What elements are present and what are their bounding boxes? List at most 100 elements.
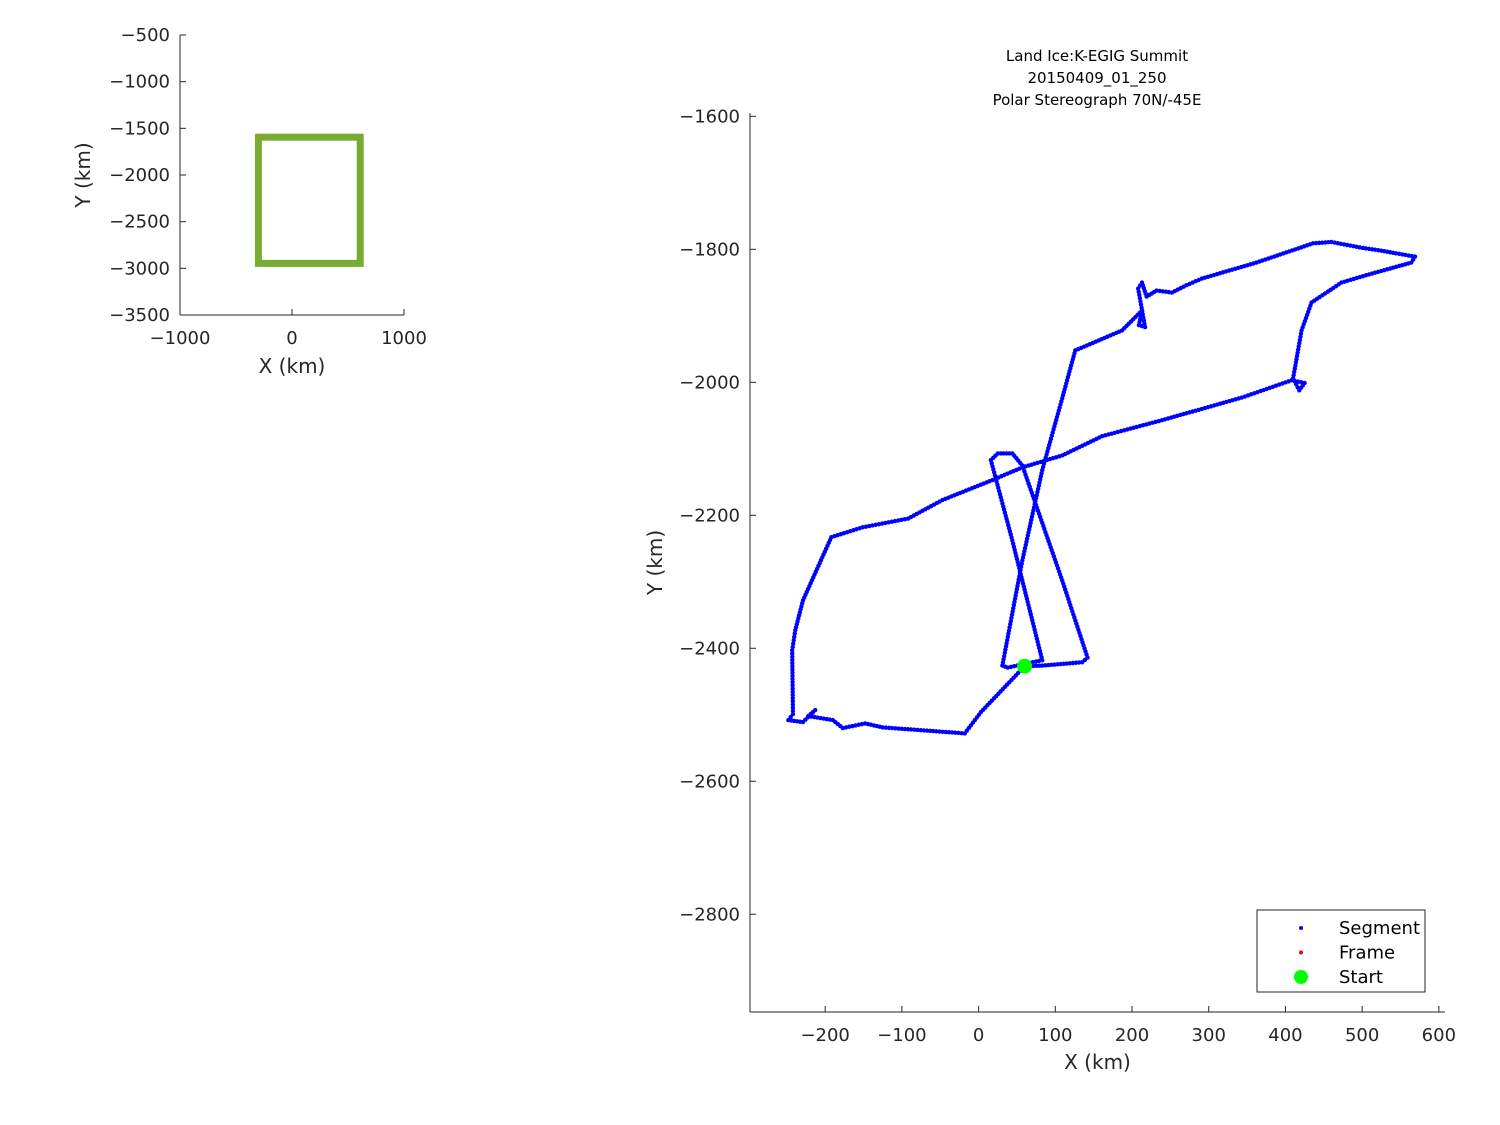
segment-point <box>790 695 795 701</box>
segment-point <box>905 727 911 732</box>
x-tick-label: 0 <box>286 328 297 349</box>
x-tick-label: −1000 <box>150 328 211 349</box>
segment-point <box>790 699 796 704</box>
segment-point <box>949 730 955 735</box>
y-tick-label: −1500 <box>109 118 170 139</box>
title-line: Land Ice:K-EGIG Summit <box>1006 47 1188 65</box>
y-tick-label: −2800 <box>679 904 740 925</box>
segment-point <box>962 731 967 736</box>
segment-point <box>790 654 795 659</box>
segment-point <box>956 730 961 736</box>
segment-series <box>786 239 1418 736</box>
segment-point <box>924 728 930 733</box>
y-tick-label: −2200 <box>679 505 740 526</box>
y-tick-label: −2000 <box>109 165 170 186</box>
y-tick-label: −500 <box>121 25 170 46</box>
legend: Segment Frame Start <box>1256 909 1426 993</box>
legend-label: Frame <box>1339 943 1395 964</box>
legend-marker-frame <box>1299 950 1303 955</box>
x-axis-label: X (km) <box>259 354 326 378</box>
segment-point <box>886 725 892 731</box>
y-tick-label: −2400 <box>679 638 740 659</box>
segment-point <box>940 729 945 734</box>
segment-point <box>790 644 795 650</box>
x-tick-label: 500 <box>1345 1025 1379 1046</box>
y-tick-label: −2500 <box>109 212 170 233</box>
x-tick-label: 1000 <box>381 328 427 349</box>
segment-point <box>790 708 796 714</box>
legend-box <box>1256 909 1426 993</box>
segment-point <box>786 717 791 723</box>
y-tick-label: −3000 <box>109 258 170 279</box>
x-tick-label: 200 <box>1115 1025 1149 1046</box>
segment-point <box>788 714 793 720</box>
y-tick-label: −3500 <box>109 305 170 326</box>
segment-point <box>790 711 796 717</box>
segment-point <box>883 725 889 730</box>
x-tick-label: 0 <box>973 1025 984 1046</box>
segment-point <box>790 692 795 698</box>
segment-point <box>790 660 795 666</box>
segment-point <box>918 727 923 733</box>
segment-point <box>946 730 952 735</box>
segment-point <box>934 729 939 734</box>
segment-point <box>959 730 964 736</box>
segment-point <box>790 664 795 669</box>
x-tick-label: −100 <box>877 1025 926 1046</box>
y-tick-label: −1000 <box>109 72 170 93</box>
segment-point <box>791 638 796 643</box>
y-axis-label: Y (km) <box>71 142 95 208</box>
segment-point <box>953 730 958 735</box>
x-tick-label: 400 <box>1268 1025 1302 1046</box>
y-tick-label: −2600 <box>679 771 740 792</box>
legend-label: Segment <box>1339 918 1420 939</box>
legend-label: Start <box>1339 967 1383 988</box>
x-tick-label: 100 <box>1038 1025 1072 1046</box>
segment-point <box>790 702 796 707</box>
segment-point <box>915 727 920 733</box>
axes-main: −200 −100 0 100 200 300 400 500 600 −1600 −1800 −20… <box>643 47 1456 1074</box>
x-axis-label: X (km) <box>1064 1050 1131 1074</box>
segment-point <box>792 631 797 636</box>
segment-point <box>889 725 895 731</box>
y-tick-label: −1800 <box>679 239 740 260</box>
segment-point <box>908 727 914 732</box>
axes-overview: −1000 0 1000 −500 −1000 −1500 −2000 −2500 −3000 −… <box>71 25 427 378</box>
start-marker <box>1017 658 1033 674</box>
segment-point <box>896 726 901 731</box>
segment-point <box>902 726 908 732</box>
y-tick-label: −2000 <box>679 372 740 393</box>
x-tick-label: 600 <box>1422 1025 1456 1046</box>
segment-point <box>790 683 795 688</box>
segment-point <box>790 673 795 679</box>
segment-point <box>912 727 917 732</box>
segment-point <box>790 657 795 663</box>
segment-point <box>931 728 936 734</box>
segment-point <box>792 634 797 640</box>
segment-point <box>943 729 949 735</box>
segment-point <box>789 648 795 653</box>
segment-point <box>790 679 795 685</box>
segment-point <box>790 686 795 691</box>
x-tick-label: −200 <box>800 1025 849 1046</box>
y-tick-label: −1600 <box>679 106 740 127</box>
x-tick-label: 300 <box>1192 1025 1226 1046</box>
legend-marker-segment <box>1299 926 1303 930</box>
coverage-rectangle <box>254 133 364 267</box>
segment-point <box>893 726 898 731</box>
y-axis-label: Y (km) <box>643 530 667 596</box>
segment-point <box>790 651 795 656</box>
segment-point <box>927 728 933 734</box>
legend-marker-start <box>1294 970 1308 984</box>
segment-point <box>921 728 926 733</box>
segment-point <box>790 670 795 675</box>
segment-point <box>791 641 796 646</box>
segment-point <box>790 705 796 710</box>
segment-point <box>790 676 795 682</box>
segment-point <box>790 667 795 672</box>
title-line: 20150409_01_250 <box>1027 69 1166 88</box>
segment-point <box>899 726 904 731</box>
segment-point <box>790 689 795 694</box>
segment-point <box>937 729 942 734</box>
